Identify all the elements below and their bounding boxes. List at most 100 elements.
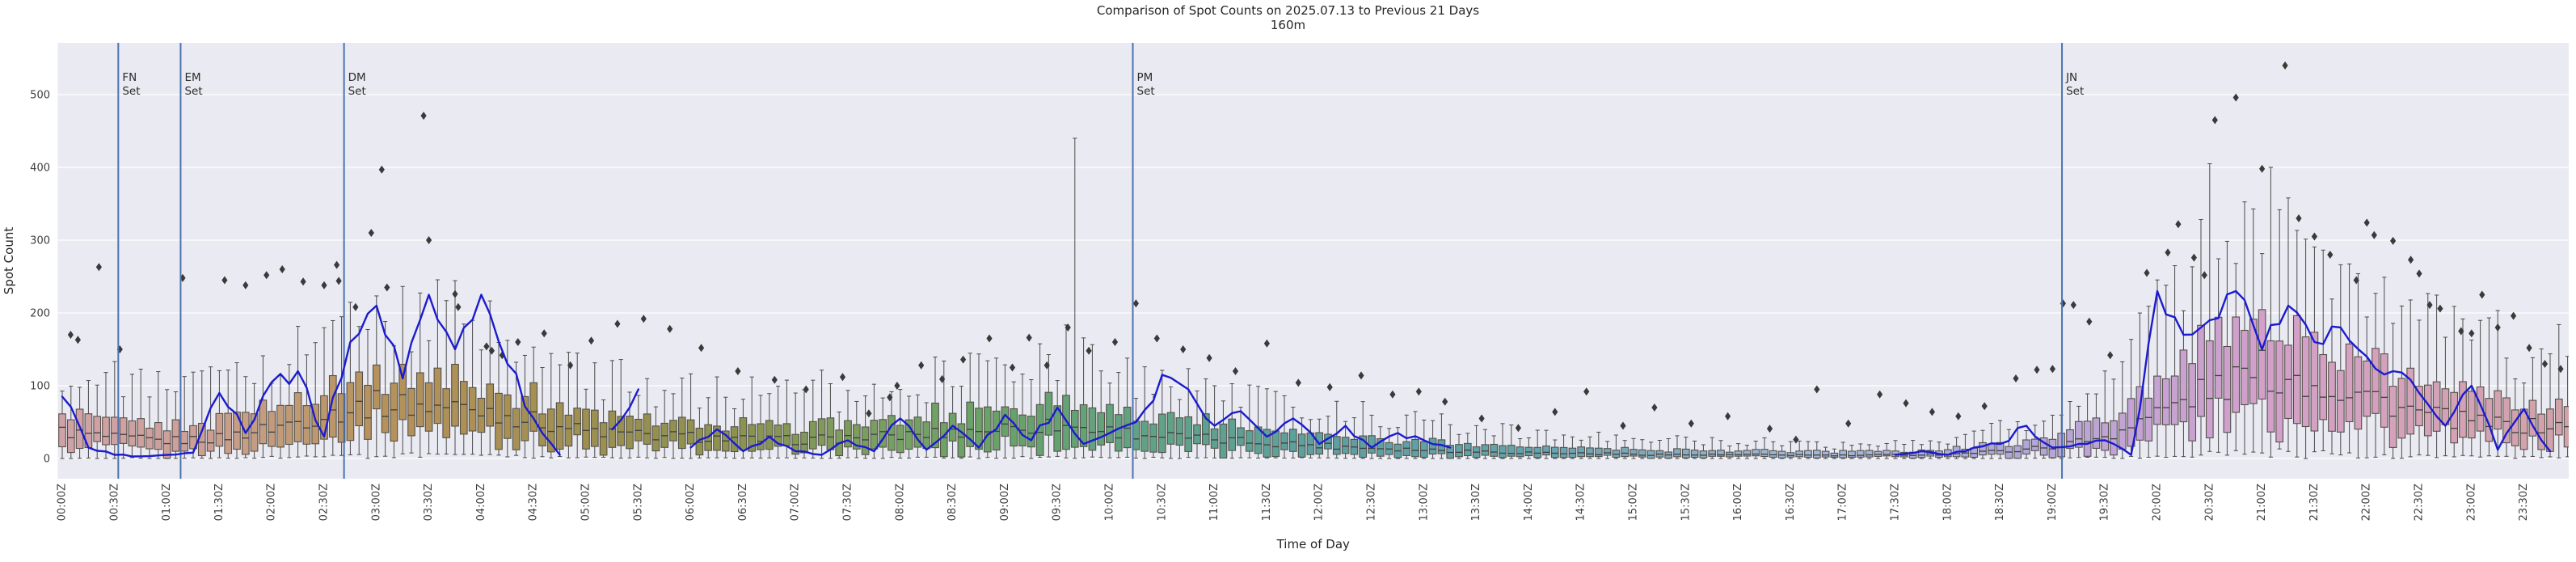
box [2415, 386, 2423, 427]
svg-text:00:30Z: 00:30Z [108, 484, 120, 521]
outlier-diamond [2468, 329, 2475, 338]
box [1228, 418, 1237, 451]
outlier-diamond [74, 336, 81, 344]
outlier-diamond [698, 344, 705, 353]
outlier-diamond [515, 338, 521, 346]
svg-text:06:00Z: 06:00Z [685, 484, 697, 521]
box [643, 413, 651, 445]
outlier-diamond [1766, 425, 1773, 433]
box [1533, 446, 1542, 458]
box [887, 415, 896, 451]
box [1359, 435, 1368, 458]
box [757, 423, 765, 450]
outlier-diamond [488, 346, 495, 355]
svg-text:12:30Z: 12:30Z [1366, 484, 1378, 521]
box [2266, 340, 2275, 433]
outlier-diamond [2259, 164, 2266, 173]
box [355, 371, 364, 427]
outlier-diamond [1929, 408, 1935, 416]
box [2432, 381, 2441, 432]
outlier-diamond [352, 302, 359, 311]
outlier-diamond [300, 277, 306, 286]
outlier-diamond [2511, 311, 2517, 320]
box [1166, 412, 1175, 445]
box [2144, 397, 2153, 442]
outlier-diamond [279, 265, 285, 273]
box [1812, 450, 1821, 458]
outlier-diamond [839, 373, 846, 382]
event-label: EM [184, 71, 200, 84]
svg-text:03:00Z: 03:00Z [370, 484, 382, 521]
box [459, 381, 468, 435]
outlier-diamond [588, 336, 595, 345]
outlier-diamond [2494, 323, 2501, 332]
x-tick-labels: 00:00Z 00:30Z 01:00Z 01:30Z 02:00Z 02:30Z 03:0… [57, 484, 2531, 521]
svg-text:08:00Z: 08:00Z [894, 484, 906, 521]
box [904, 419, 913, 450]
box [538, 413, 546, 446]
svg-text:19:30Z: 19:30Z [2099, 484, 2111, 521]
event-label: Set [1137, 85, 1155, 98]
box [215, 412, 224, 447]
outlier-diamond [640, 315, 647, 323]
box [1237, 427, 1245, 446]
box [765, 420, 774, 450]
outlier-diamond [1651, 404, 1658, 412]
outlier-diamond [1065, 323, 1071, 332]
box [1341, 437, 1350, 454]
svg-text:22:00Z: 22:00Z [2361, 484, 2373, 521]
box [2258, 309, 2266, 400]
box [695, 427, 704, 456]
box [2205, 340, 2214, 439]
outlier-diamond [1552, 408, 1558, 416]
outlier-diamond [2327, 251, 2334, 259]
svg-text:09:00Z: 09:00Z [999, 484, 1011, 521]
box [521, 395, 529, 442]
box [2161, 378, 2170, 425]
box [1455, 444, 1463, 458]
outlier-diamond [378, 165, 385, 174]
box [599, 422, 608, 456]
box [2345, 343, 2354, 423]
svg-text:16:30Z: 16:30Z [1785, 484, 1797, 521]
outlier-diamond [452, 289, 458, 298]
box [1193, 424, 1201, 445]
box [2511, 409, 2519, 446]
y-gridlines [57, 94, 2569, 459]
box [1848, 450, 1856, 458]
box [1271, 430, 1280, 458]
box [1856, 450, 1865, 458]
outlier-diamond [918, 361, 925, 370]
box [2232, 316, 2241, 413]
box [128, 420, 137, 447]
box [2214, 316, 2223, 399]
outlier-diamond [2013, 374, 2019, 382]
outlier-diamond [1295, 378, 1301, 387]
box [1001, 406, 1010, 437]
box [1157, 413, 1166, 454]
svg-text:18:00Z: 18:00Z [1941, 484, 1954, 521]
box [1681, 448, 1690, 458]
box [2310, 332, 2319, 432]
outlier-diamond [1009, 363, 1016, 372]
box [93, 416, 102, 442]
box [1769, 450, 1777, 458]
svg-text:21:00Z: 21:00Z [2256, 484, 2268, 521]
outlier-diamond [1132, 299, 1139, 308]
box [268, 411, 276, 447]
box [1699, 450, 1708, 458]
box [1795, 450, 1804, 458]
event-label: JN [2065, 71, 2077, 84]
box [1428, 437, 1437, 455]
box [1542, 445, 1550, 456]
svg-text:02:00Z: 02:00Z [266, 484, 278, 521]
box [2241, 329, 2249, 406]
box [1760, 449, 1769, 458]
box [1114, 414, 1123, 452]
outlier-diamond [426, 236, 432, 244]
box [1490, 443, 1499, 457]
box [180, 430, 189, 452]
outlier-diamond [1180, 345, 1187, 353]
